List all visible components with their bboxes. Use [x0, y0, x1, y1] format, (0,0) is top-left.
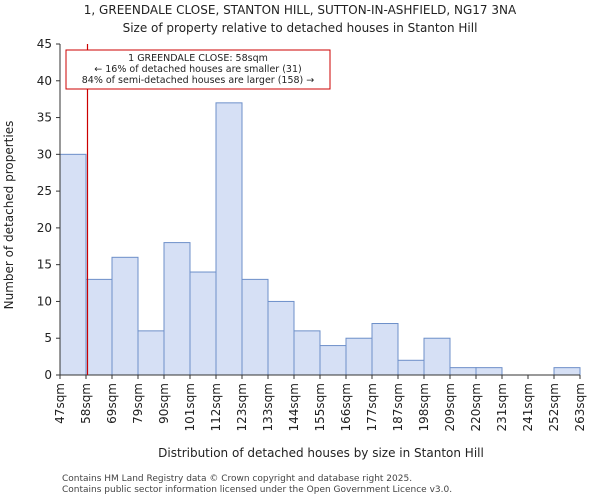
y-tick-label: 15 [37, 258, 52, 272]
x-tick-label: 241sqm [521, 383, 535, 431]
x-tick-label: 198sqm [417, 383, 431, 431]
y-tick-label: 35 [37, 111, 52, 125]
annotation-line-1: 1 GREENDALE CLOSE: 58sqm [128, 53, 268, 64]
x-tick-label: 263sqm [573, 383, 587, 431]
x-tick-label: 79sqm [131, 383, 145, 424]
x-tick-label: 101sqm [183, 383, 197, 431]
histogram-bar [267, 300, 295, 376]
y-tick-label: 20 [37, 221, 52, 235]
x-tick-label: 112sqm [209, 383, 223, 431]
histogram-bar [553, 367, 581, 376]
x-tick-label: 133sqm [261, 383, 275, 431]
histogram-bar [215, 102, 243, 376]
histogram-chart: 0 5 10 15 20 25 30 35 40 45 47sqm 58sqm 69sqm 79sqm 9… [2, 37, 587, 460]
x-tick-label: 166sqm [339, 383, 353, 431]
histogram-bar [163, 242, 191, 376]
bars-group [59, 102, 581, 376]
footer-line-1: Contains HM Land Registry data © Crown c… [62, 474, 413, 484]
x-tick-label: 220sqm [469, 383, 483, 431]
histogram-bar [241, 278, 269, 376]
x-tick-label: 47sqm [53, 383, 67, 424]
histogram-bar [371, 323, 399, 376]
y-tick-label: 25 [37, 184, 52, 198]
histogram-bar [449, 367, 477, 376]
annotation-box [65, 49, 331, 90]
histogram-bar [85, 278, 113, 376]
y-tick-label: 5 [44, 331, 52, 345]
histogram-bar [319, 345, 347, 376]
x-ticks-group: 47sqm 58sqm 69sqm 79sqm 90sqm 101sqm 112sqm 123… [53, 375, 587, 431]
annotation-line-3: 84% of semi-detached houses are larger (… [82, 75, 315, 86]
y-tick-label: 0 [44, 368, 52, 382]
annotation-line-2: ← 16% of detached houses are smaller (31… [94, 64, 301, 75]
y-axis-label: Number of detached properties [2, 121, 16, 310]
histogram-bar [137, 330, 165, 376]
x-tick-label: 187sqm [391, 383, 405, 431]
x-tick-label: 144sqm [287, 383, 301, 431]
y-ticks-group: 0 5 10 15 20 25 30 35 40 45 [37, 37, 60, 382]
histogram-bar [345, 337, 373, 376]
y-tick-label: 45 [37, 37, 52, 51]
histogram-bar [397, 359, 425, 376]
marker-group: 1 GREENDALE CLOSE: 58sqm← 16% of detache… [65, 44, 331, 375]
histogram-bar [423, 337, 451, 376]
x-tick-label: 252sqm [547, 383, 561, 431]
x-tick-label: 177sqm [365, 383, 379, 431]
y-tick-label: 30 [37, 147, 52, 161]
x-tick-label: 69sqm [105, 383, 119, 424]
y-tick-label: 40 [37, 74, 52, 88]
x-tick-label: 155sqm [313, 383, 327, 431]
footer-line-2: Contains public sector information licen… [62, 485, 453, 495]
x-tick-label: 123sqm [235, 383, 249, 431]
x-tick-label: 90sqm [157, 383, 171, 424]
chart-title-line-2: Size of property relative to detached ho… [122, 21, 478, 35]
histogram-bar [111, 256, 139, 376]
x-tick-label: 231sqm [495, 383, 509, 431]
histogram-bar [189, 271, 217, 376]
x-tick-label: 209sqm [443, 383, 457, 431]
histogram-bar [475, 367, 503, 376]
y-tick-label: 10 [37, 294, 52, 308]
histogram-bar [293, 330, 321, 376]
chart-title-line-1: 1, GREENDALE CLOSE, STANTON HILL, SUTTON… [83, 3, 517, 17]
x-axis-label: Distribution of detached houses by size … [158, 446, 484, 460]
x-tick-label: 58sqm [79, 383, 93, 424]
histogram-bar [59, 153, 87, 376]
